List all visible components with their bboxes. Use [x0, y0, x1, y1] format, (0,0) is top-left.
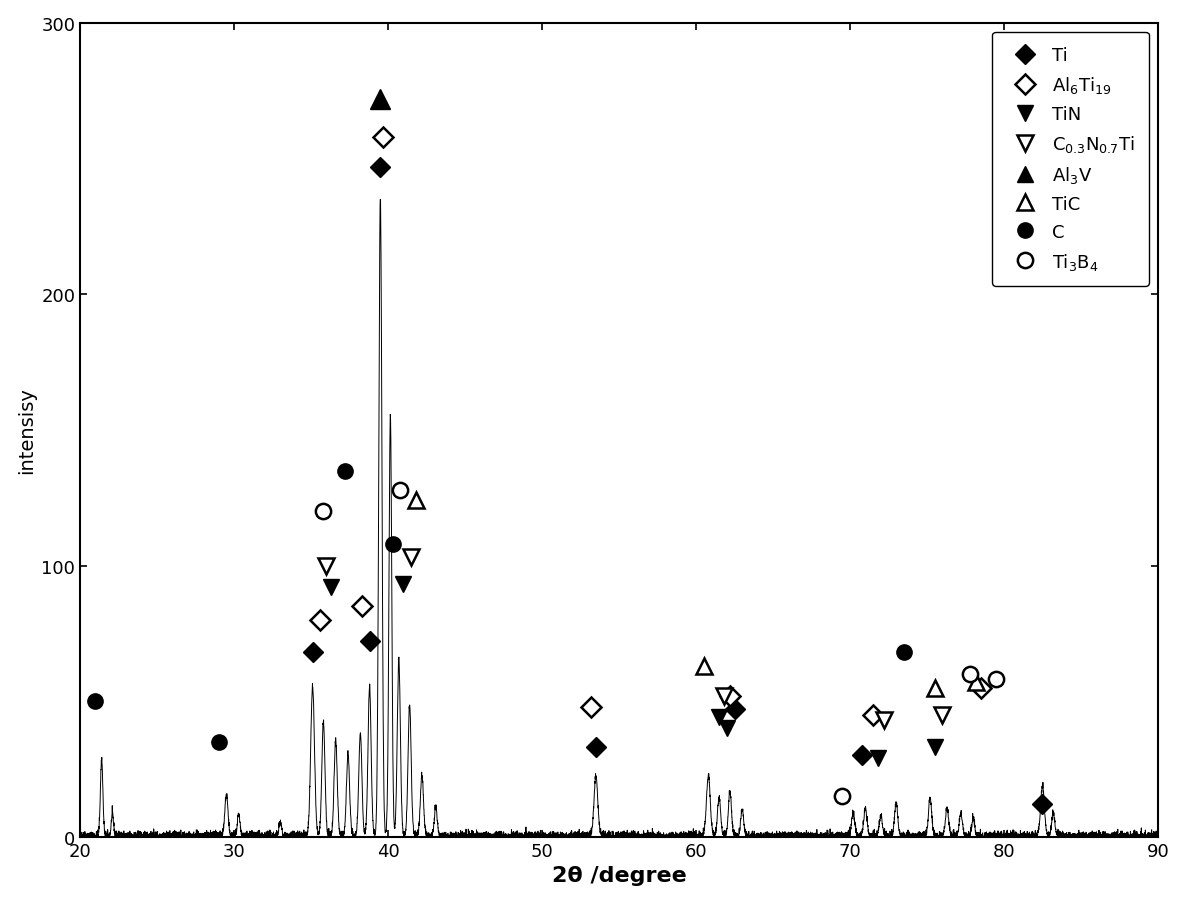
X-axis label: 2θ /degree: 2θ /degree — [551, 865, 687, 886]
Legend: Ti, Al$_6$Ti$_{19}$, TiN, C$_{0.3}$N$_{0.7}$Ti, Al$_3$V, TiC, C, Ti$_3$B$_4$: Ti, Al$_6$Ti$_{19}$, TiN, C$_{0.3}$N$_{0… — [991, 32, 1149, 287]
Y-axis label: intensisy: intensisy — [17, 387, 36, 474]
